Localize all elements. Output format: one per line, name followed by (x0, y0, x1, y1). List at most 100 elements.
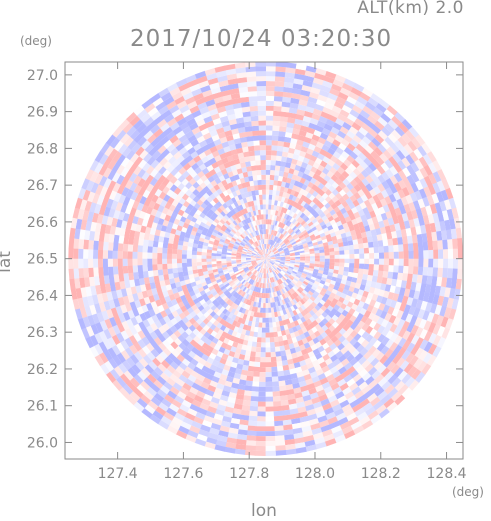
heatmap-cell (218, 163, 226, 171)
heatmap-cell (79, 229, 86, 240)
heatmap-cell (185, 228, 192, 235)
heatmap-cell (277, 375, 285, 382)
heatmap-cell (300, 200, 307, 207)
heatmap-cell (210, 223, 217, 230)
heatmap-cell (186, 262, 192, 267)
heatmap-cell (257, 105, 266, 111)
heatmap-cell (324, 151, 333, 160)
heatmap-cell (288, 301, 293, 308)
heatmap-cell (162, 381, 173, 391)
heatmap-cell (288, 267, 294, 271)
heatmap-cell (276, 311, 281, 317)
heatmap-cell (111, 217, 118, 227)
heatmap-cell (219, 306, 226, 313)
heatmap-cell (219, 292, 226, 299)
heatmap-cell (261, 184, 266, 190)
heatmap-cell (378, 264, 384, 272)
heatmap-cell (341, 170, 350, 179)
heatmap-cell (152, 269, 159, 277)
heatmap-cell (271, 140, 279, 146)
heatmap-cell (265, 238, 267, 244)
heatmap-cell (164, 295, 171, 303)
heatmap-cell (198, 163, 207, 171)
heatmap-cell (265, 258, 271, 260)
heatmap-cell (144, 404, 156, 415)
heatmap-cell (163, 126, 174, 136)
heatmap-cell (191, 250, 197, 255)
heatmap-cell (148, 360, 158, 371)
heatmap-cell (245, 161, 252, 167)
heatmap-cell (253, 180, 259, 186)
heatmap-cell (327, 286, 334, 293)
heatmap-cell (287, 307, 293, 313)
heatmap-cell (339, 399, 350, 409)
heatmap-cell (254, 150, 261, 156)
heatmap-cell (270, 165, 276, 171)
heatmap-cell (139, 394, 151, 405)
heatmap-cell (312, 283, 319, 289)
heatmap-cell (441, 277, 448, 288)
heatmap-cell (258, 245, 262, 250)
heatmap-cell (265, 258, 267, 264)
heatmap-cell (264, 229, 266, 234)
heatmap-cell (290, 288, 296, 294)
heatmap-cell (265, 248, 267, 254)
heatmap-cell (151, 221, 158, 230)
heatmap-cell (174, 95, 186, 105)
heatmap-cell (406, 342, 416, 353)
heatmap-cell (265, 258, 271, 260)
heatmap-cell (384, 370, 394, 381)
heatmap-cell (342, 121, 352, 131)
heatmap-cell (253, 231, 257, 237)
heatmap-cell (98, 205, 107, 216)
heatmap-cell (263, 254, 266, 259)
heatmap-cell (236, 259, 242, 262)
heatmap-cell (259, 277, 262, 283)
heatmap-cell (129, 391, 141, 402)
heatmap-cell (255, 445, 266, 452)
heatmap-cell (223, 364, 231, 372)
heatmap-cell (422, 352, 433, 364)
heatmap-cell (219, 274, 226, 279)
heatmap-cell (108, 316, 117, 327)
x-tick-label: 128.0 (295, 466, 335, 482)
heatmap-cell (261, 174, 266, 180)
heatmap-cell (153, 171, 163, 181)
heatmap-cell (402, 330, 411, 341)
heatmap-cell (417, 145, 428, 157)
heatmap-cell (250, 232, 255, 238)
heatmap-cell (230, 417, 241, 425)
heatmap-cell (90, 182, 99, 194)
heatmap-cell (271, 381, 280, 387)
heatmap-cell (258, 189, 263, 195)
heatmap-cell (327, 295, 334, 302)
heatmap-cell (265, 254, 268, 259)
heatmap-cell (422, 241, 429, 251)
heatmap-cell (274, 236, 278, 242)
heatmap-cell (254, 264, 259, 269)
heatmap-cell (265, 100, 275, 106)
heatmap-cell (433, 258, 439, 268)
heatmap-cell (272, 220, 276, 226)
heatmap-cell (239, 278, 245, 284)
heatmap-cell (82, 316, 91, 328)
heatmap-cell (216, 265, 223, 269)
heatmap-cell (219, 238, 226, 243)
heatmap-cell (267, 234, 270, 240)
heatmap-cell (83, 248, 89, 259)
heatmap-cell (98, 266, 104, 277)
heatmap-cell (422, 215, 430, 226)
heatmap-cell (420, 224, 427, 235)
heatmap-cell (300, 310, 307, 317)
heatmap-cell (256, 421, 266, 427)
heatmap-cell (244, 450, 256, 456)
heatmap-cell (166, 188, 174, 197)
heatmap-cell (256, 266, 260, 271)
heatmap-cell (275, 351, 282, 357)
heatmap-cell (241, 257, 246, 259)
heatmap-cell (447, 268, 453, 279)
heatmap-cell (242, 264, 248, 268)
heatmap-cell (219, 152, 227, 160)
heatmap-cell (187, 286, 194, 293)
heatmap-cell (193, 416, 204, 425)
